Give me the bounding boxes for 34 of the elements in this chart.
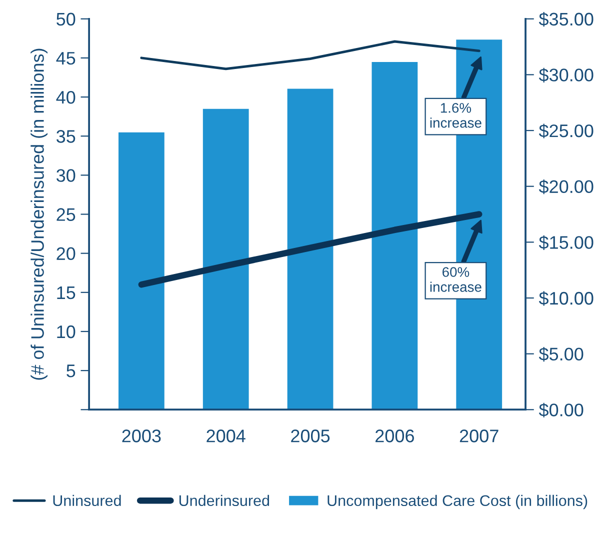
y-tick-label: 15 (57, 286, 76, 300)
y-tick-label: 25 (56, 208, 76, 221)
y2-tick-label: $30.00 (538, 68, 594, 82)
y2-tick-label: $15.00 (538, 235, 594, 250)
y2-tick-label: $35.00 (538, 12, 594, 27)
x-tick-label: 2006 (376, 430, 414, 442)
y2-tick-label: $5.00 (538, 346, 584, 362)
x-tick-label: 2003 (122, 430, 161, 442)
bar (286, 87, 335, 410)
y-tick-label: 10 (57, 325, 76, 338)
bar (370, 60, 420, 410)
line-series (140, 40, 480, 70)
bar (202, 107, 250, 410)
y-tick-label: 40 (56, 90, 76, 104)
legend-label: Uninsured (53, 494, 121, 506)
bar (117, 130, 166, 410)
x-tick-label: 2005 (291, 430, 330, 442)
y2-tick-label: $10.00 (538, 291, 594, 306)
x-tick-label: 2004 (206, 430, 246, 442)
y-tick-label: 50 (56, 12, 76, 26)
y2-tick-label: $0.00 (538, 402, 584, 418)
y-tick-label: 5 (66, 364, 76, 378)
legend-label: Uncompensated Care Cost (in billions) (328, 494, 588, 510)
y2-tick-label: $25.00 (538, 124, 594, 138)
y-tick-label: 20 (56, 247, 76, 260)
y-tick-label: 45 (56, 52, 76, 65)
y-axis-title: (# of Uninsured/Underinsured (in millions) (30, 48, 48, 380)
legend-label: Underinsured (179, 494, 270, 506)
y-tick-label: 30 (56, 169, 76, 182)
x-tick-label: 2007 (460, 430, 498, 442)
annotation: 1.6% increase (430, 102, 482, 128)
y2-tick-label: $20.00 (538, 180, 594, 194)
y-tick-label: 35 (56, 130, 76, 143)
annotation: 60% increase (430, 267, 482, 292)
